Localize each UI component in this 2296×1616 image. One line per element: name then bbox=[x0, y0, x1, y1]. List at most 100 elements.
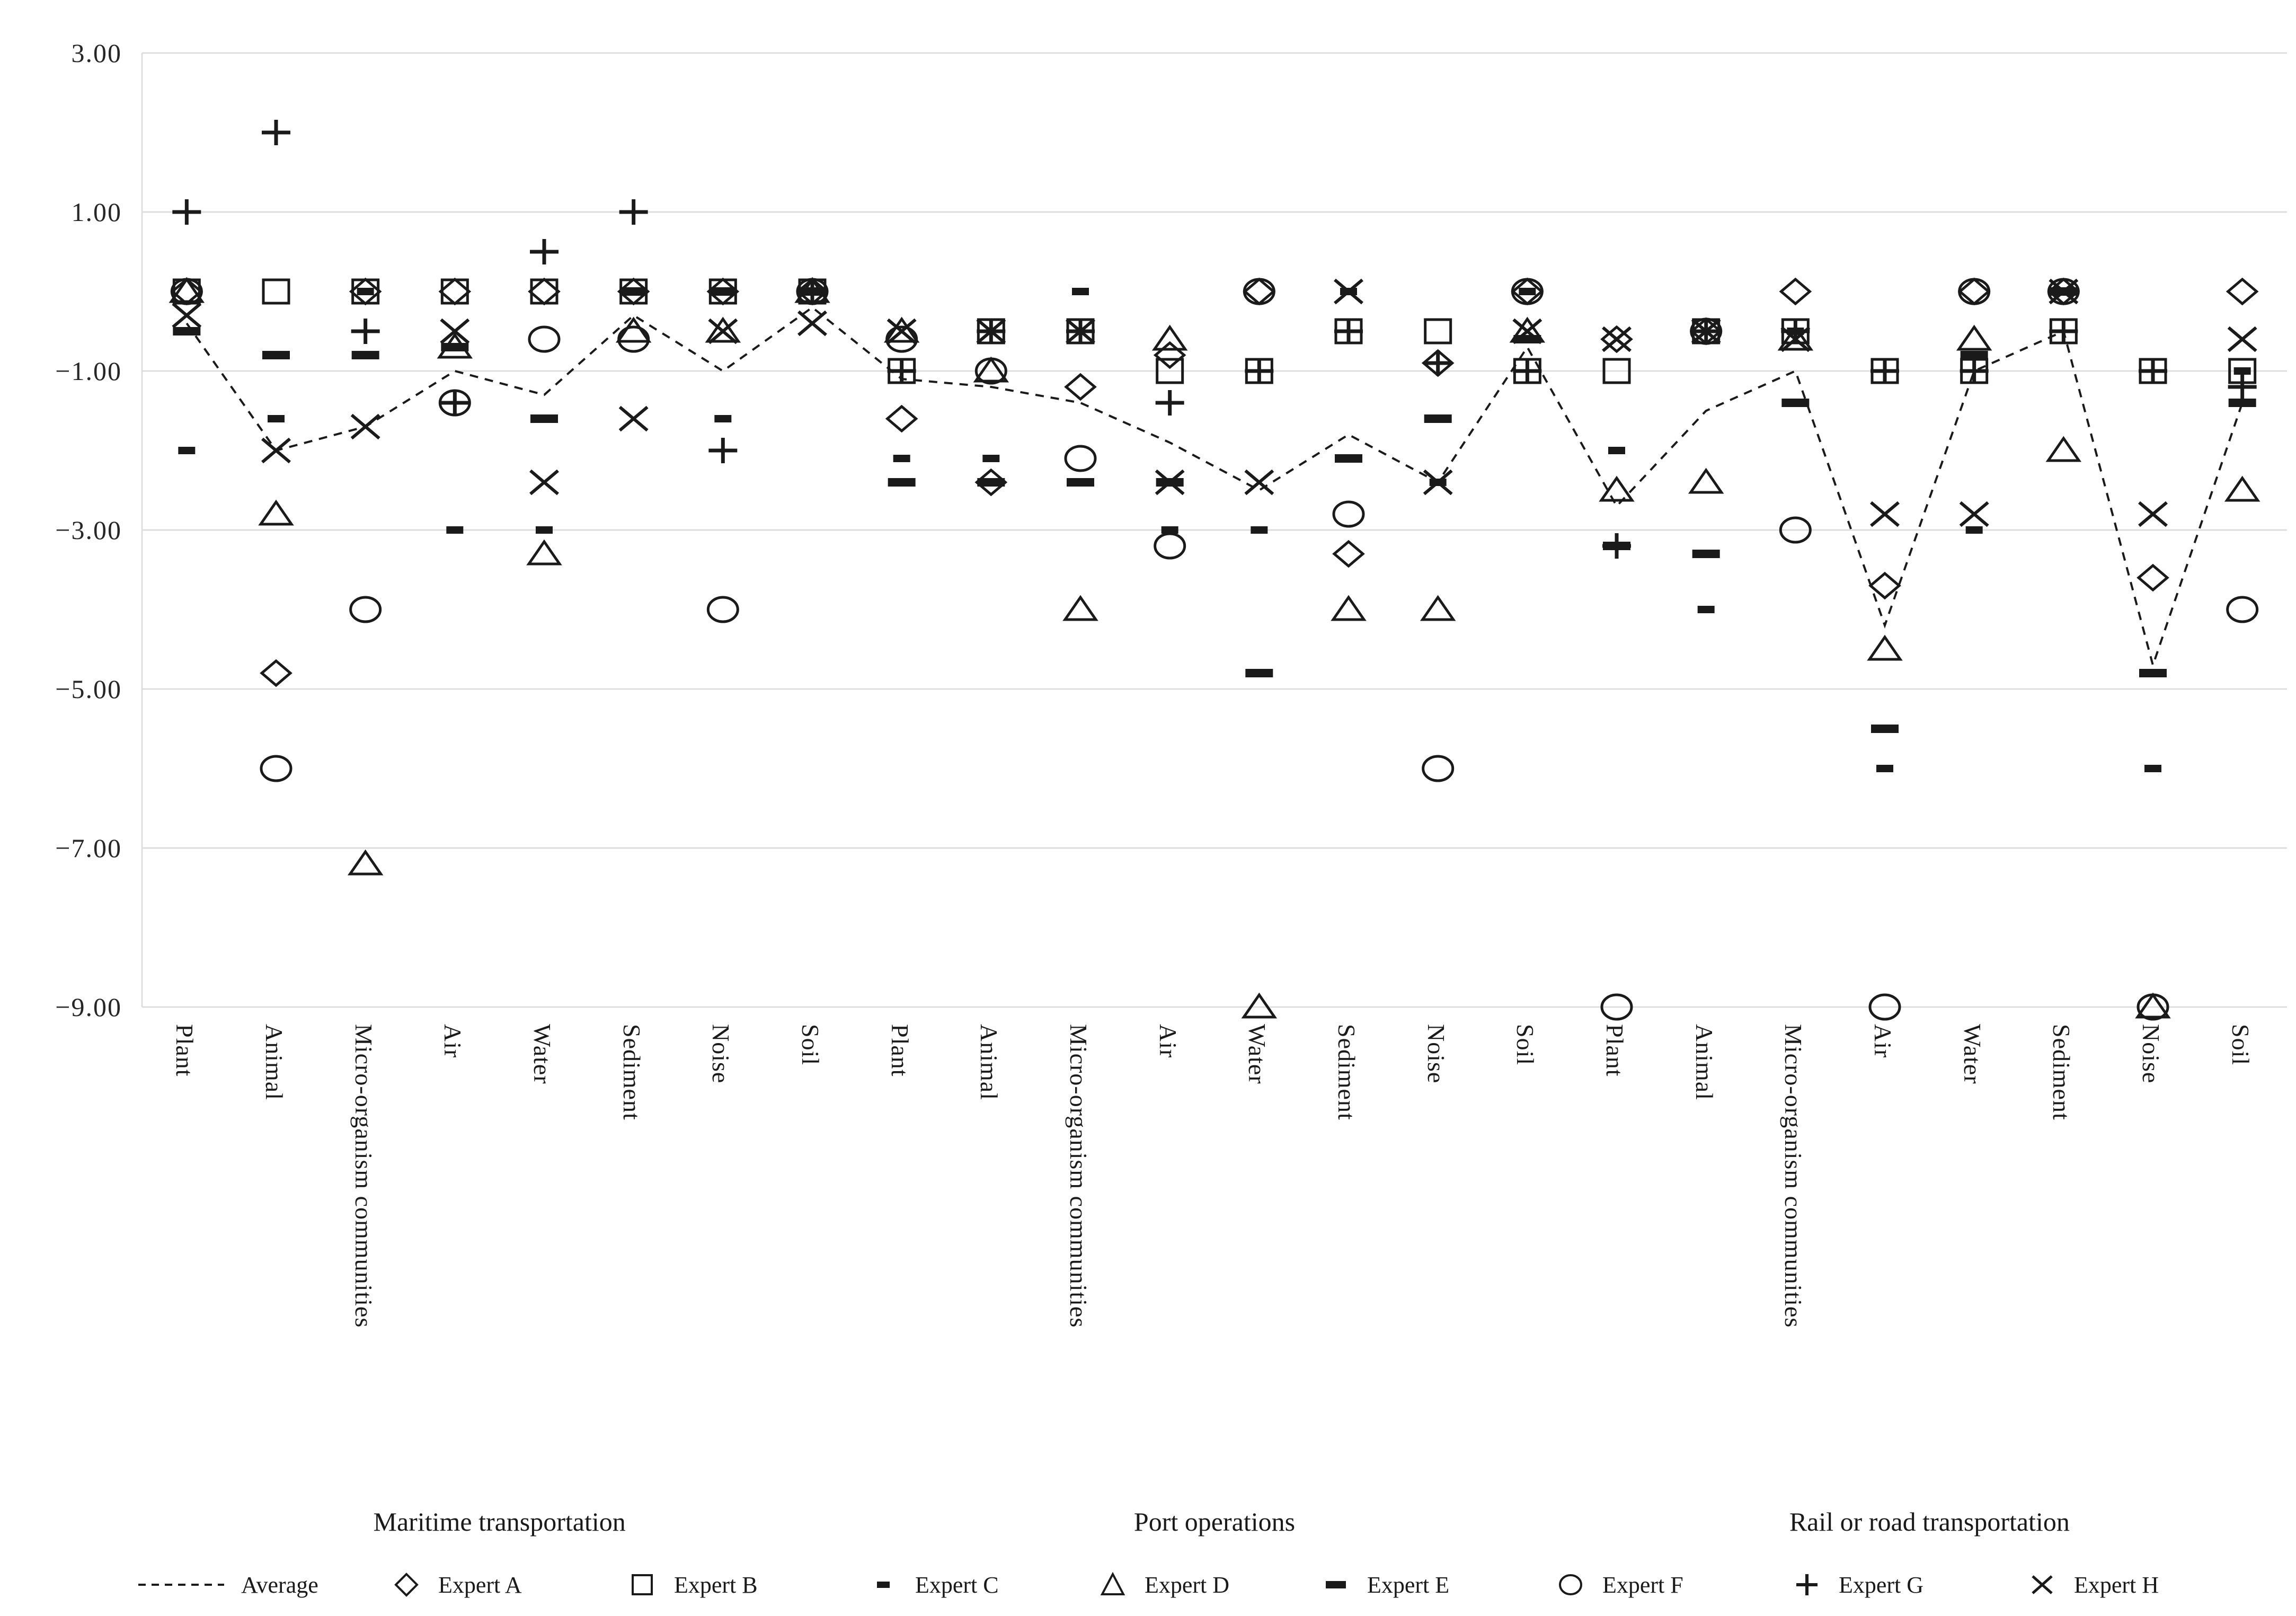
marker-expert-f bbox=[1154, 532, 1186, 560]
marker-expert-e bbox=[2228, 399, 2256, 407]
category-label: Water bbox=[529, 1024, 556, 1084]
marker-expert-a bbox=[260, 659, 292, 687]
marker-expert-e bbox=[351, 351, 379, 359]
marker-expert-h bbox=[261, 437, 291, 464]
category-label: Micro-organism communities bbox=[1780, 1024, 1807, 1328]
circle-legend-icon bbox=[1559, 1574, 1582, 1595]
category-label: Air bbox=[439, 1024, 467, 1058]
category-label: Soil bbox=[797, 1024, 824, 1066]
marker-expert-d bbox=[1688, 467, 1724, 494]
dash-small-legend-icon bbox=[877, 1582, 890, 1588]
marker-expert-c bbox=[1072, 288, 1089, 295]
legend-item-expert-h: Expert H bbox=[2025, 1566, 2159, 1603]
marker-expert-e bbox=[441, 343, 469, 351]
marker-expert-c bbox=[1965, 526, 1983, 534]
marker-expert-c bbox=[357, 288, 374, 295]
marker-expert-c bbox=[982, 455, 1000, 462]
legend-item-expert-e: Expert E bbox=[1318, 1566, 1449, 1603]
marker-expert-f bbox=[1779, 516, 1812, 544]
marker-expert-e bbox=[1960, 351, 1988, 359]
marker-expert-b bbox=[1424, 318, 1452, 345]
category-label: Noise bbox=[1422, 1024, 1450, 1084]
marker-expert-h bbox=[797, 310, 827, 337]
marker-expert-h bbox=[1870, 501, 1900, 527]
y-tick-label: −9.00 bbox=[55, 992, 122, 1022]
marker-expert-d bbox=[2224, 475, 2260, 502]
marker-expert-d bbox=[1151, 324, 1188, 351]
marker-expert-f bbox=[974, 357, 1007, 385]
legend-item-expert-g: Expert G bbox=[1790, 1566, 1923, 1603]
marker-expert-h bbox=[976, 318, 1006, 345]
category-label: Plant bbox=[171, 1024, 199, 1077]
category-label: Soil bbox=[2227, 1024, 2254, 1066]
marker-expert-f bbox=[617, 325, 650, 353]
marker-expert-f bbox=[1422, 755, 1455, 782]
legend-label: Average bbox=[241, 1571, 318, 1598]
marker-expert-d bbox=[1599, 475, 1635, 502]
category-label: Sediment bbox=[1333, 1024, 1360, 1120]
marker-expert-h bbox=[440, 318, 470, 345]
marker-expert-h bbox=[2227, 326, 2257, 352]
marker-expert-c bbox=[1876, 765, 1893, 772]
marker-expert-d bbox=[1420, 595, 1456, 621]
category-label: Sediment bbox=[618, 1024, 645, 1120]
marker-expert-c bbox=[268, 415, 285, 422]
group-label: Rail or road transportation bbox=[1789, 1507, 2070, 1536]
category-label: Water bbox=[1958, 1024, 1986, 1084]
marker-expert-d bbox=[1956, 324, 1992, 351]
marker-expert-d bbox=[1241, 992, 1278, 1019]
marker-expert-h bbox=[172, 302, 202, 329]
marker-expert-f bbox=[170, 278, 203, 305]
marker-expert-h bbox=[2138, 501, 2168, 527]
marker-expert-b bbox=[440, 278, 469, 305]
legend-label: Expert D bbox=[1145, 1571, 1230, 1598]
marker-expert-e bbox=[1692, 550, 1720, 558]
marker-expert-h bbox=[1244, 469, 1274, 496]
category-label: Soil bbox=[1512, 1024, 1539, 1066]
triangle-glyph bbox=[1100, 1571, 1125, 1595]
marker-expert-b bbox=[262, 278, 290, 305]
marker-expert-d bbox=[705, 316, 741, 343]
legend-item-expert-b: Expert B bbox=[625, 1566, 758, 1603]
marker-expert-e bbox=[619, 287, 648, 296]
marker-expert-d bbox=[1331, 595, 1367, 621]
marker-expert-f bbox=[1243, 278, 1275, 305]
marker-expert-e bbox=[173, 327, 201, 335]
marker-expert-e bbox=[2139, 669, 2167, 677]
group-label: Maritime transportation bbox=[373, 1507, 626, 1536]
dash-bold-glyph bbox=[1326, 1581, 1346, 1588]
marker-expert-h bbox=[1959, 501, 1989, 527]
marker-expert-d bbox=[347, 849, 384, 876]
marker-expert-f bbox=[885, 325, 918, 353]
legend-item-average: Average bbox=[136, 1566, 318, 1603]
marker-expert-f bbox=[2047, 278, 2080, 305]
marker-expert-h bbox=[2049, 278, 2079, 305]
marker-expert-d bbox=[169, 277, 205, 303]
legend-label: Expert C bbox=[915, 1571, 999, 1598]
marker-expert-e bbox=[1335, 454, 1362, 463]
marker-expert-f bbox=[1332, 500, 1365, 528]
marker-expert-a bbox=[1868, 571, 1901, 600]
marker-expert-e bbox=[1245, 669, 1273, 677]
marker-expert-c bbox=[1519, 288, 1536, 295]
y-tick-label: −5.00 bbox=[55, 674, 122, 704]
category-label: Animal bbox=[1690, 1024, 1718, 1100]
circle-glyph bbox=[1559, 1574, 1582, 1595]
dash-bold-legend-icon bbox=[1326, 1581, 1346, 1588]
y-tick-label: 1.00 bbox=[71, 197, 122, 227]
y-tick-label: −7.00 bbox=[55, 833, 122, 863]
marker-expert-f bbox=[1064, 445, 1097, 472]
marker-expert-e bbox=[1871, 725, 1899, 733]
legend-item-expert-a: Expert A bbox=[389, 1566, 522, 1603]
marker-expert-c bbox=[446, 526, 464, 534]
marker-expert-h bbox=[1334, 278, 1363, 305]
legend-label: Expert H bbox=[2074, 1571, 2159, 1598]
category-label: Sediment bbox=[2048, 1024, 2076, 1120]
legend-item-expert-f: Expert F bbox=[1554, 1566, 1683, 1603]
marker-expert-f bbox=[706, 596, 739, 623]
marker-expert-a bbox=[1064, 373, 1097, 401]
marker-expert-f bbox=[528, 325, 561, 353]
marker-expert-c bbox=[2144, 765, 2161, 772]
marker-expert-h bbox=[529, 469, 559, 496]
